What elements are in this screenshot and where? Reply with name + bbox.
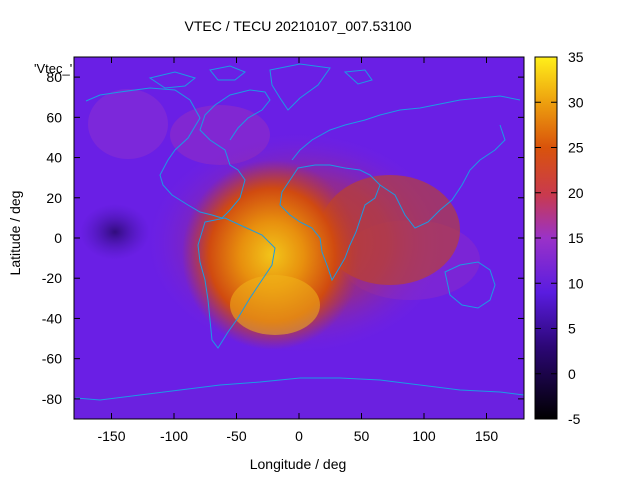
x-tick-label: -100 — [160, 428, 188, 444]
x-tick-label: 0 — [295, 428, 303, 444]
coastline-eurasia-africa — [279, 95, 521, 282]
y-tick-label: -20 — [42, 270, 62, 286]
heatmap-layer — [74, 57, 524, 419]
x-tick-label: -150 — [97, 428, 125, 444]
y-tick-label: -80 — [42, 391, 62, 407]
colorbar-ticks: 35 30 25 20 15 10 5 0 -5 — [535, 49, 584, 427]
y-tick-label: 60 — [46, 109, 62, 125]
heatmap-patch — [230, 275, 320, 335]
y-tick-label: -60 — [42, 351, 62, 367]
colorbar-tick-label: 25 — [568, 140, 584, 156]
key-label: 'Vtec_' — [34, 61, 73, 76]
x-ticks: -150 -100 -50 0 50 100 150 — [97, 57, 498, 444]
coastline-north-america — [85, 87, 271, 219]
y-tick-label: 20 — [46, 190, 62, 206]
coastline-greenland — [269, 63, 331, 111]
x-axis-label: Longitude / deg — [249, 456, 347, 472]
x-tick-label: 150 — [475, 428, 499, 444]
heatmap-low-region — [80, 204, 150, 260]
colorbar-tick-label: -5 — [568, 411, 581, 427]
y-tick-label: 80 — [46, 69, 62, 85]
colorbar-tick-label: 5 — [568, 321, 576, 337]
coastline-antarctica — [75, 377, 524, 401]
coastlines — [75, 63, 524, 401]
x-tick-label: 50 — [354, 428, 370, 444]
colorbar: 35 30 25 20 15 10 5 0 -5 — [534, 49, 584, 427]
x-tick-label: 100 — [412, 428, 436, 444]
coastline-australia — [444, 261, 496, 309]
coastline-arctic-islands — [148, 65, 373, 89]
y-tick-label: -40 — [42, 310, 62, 326]
coastline-south-america — [197, 217, 276, 349]
colorbar-tick-label: 15 — [568, 230, 584, 246]
colorbar-tick-label: 20 — [568, 185, 584, 201]
colorbar-tick-label: 30 — [568, 94, 584, 110]
figure-title: VTEC / TECU 20210107_007.53100 — [184, 18, 412, 34]
y-tick-label: 40 — [46, 150, 62, 166]
coastline-asia-south — [379, 124, 506, 229]
colorbar-tick-label: 10 — [568, 275, 584, 291]
y-ticks: -80 -60 -40 -20 0 20 40 60 80 — [42, 69, 524, 407]
x-tick-label: -50 — [226, 428, 246, 444]
colorbar-tick-label: 0 — [568, 366, 576, 382]
y-tick-label: 0 — [54, 230, 62, 246]
heatmap-patch — [88, 89, 168, 159]
colorbar-tick-label: 35 — [568, 49, 584, 65]
